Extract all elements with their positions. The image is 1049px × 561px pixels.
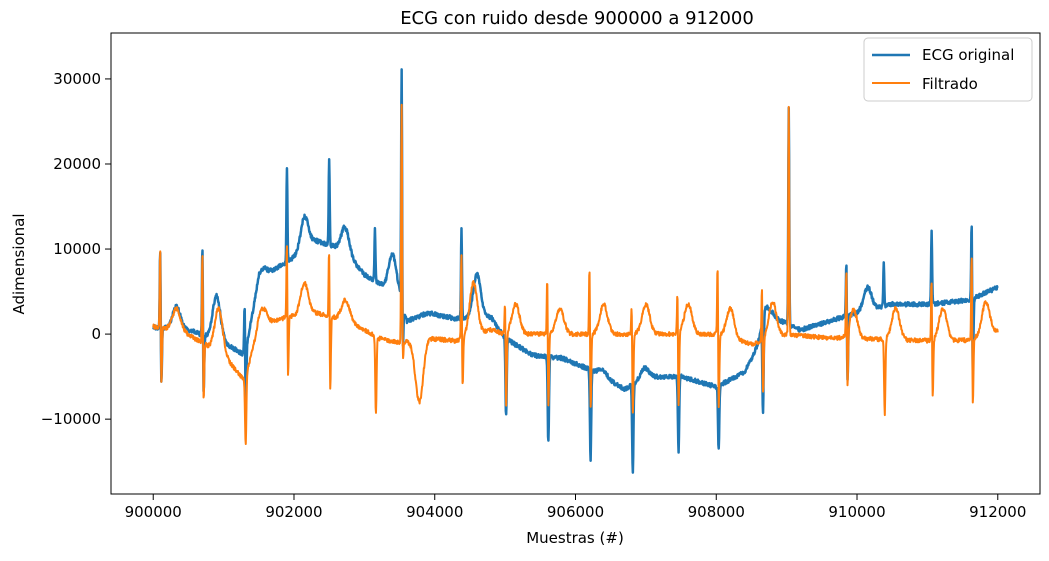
- chart-title: ECG con ruido desde 900000 a 912000: [400, 8, 754, 29]
- legend: ECG original Filtrado: [863, 37, 1033, 102]
- x-axis: 900000 902000 904000 906000 908000 910000 9120…: [125, 494, 1026, 521]
- x-tick-label: 906000: [547, 503, 604, 521]
- y-axis-label: Adimensional: [10, 213, 28, 314]
- series-line-filtrado: [152, 103, 999, 445]
- series-line-ecg-original: [152, 68, 999, 474]
- x-tick-label: 900000: [125, 503, 182, 521]
- x-tick-label: 910000: [828, 503, 885, 521]
- legend-label-filtrado: Filtrado: [922, 75, 978, 93]
- y-tick-label: 0: [91, 325, 101, 343]
- x-tick-label: 908000: [688, 503, 745, 521]
- y-tick-label: −10000: [41, 410, 101, 428]
- x-tick-label: 904000: [406, 503, 463, 521]
- legend-label-ecg-original: ECG original: [922, 46, 1014, 64]
- y-axis: −10000 0 10000 20000 30000: [41, 70, 111, 428]
- x-tick-label: 902000: [265, 503, 322, 521]
- plot-frame: [110, 32, 1041, 495]
- x-axis-label: Muestras (#): [526, 529, 624, 547]
- series-layer: [152, 68, 999, 474]
- x-tick-label: 912000: [969, 503, 1026, 521]
- y-tick-label: 20000: [53, 155, 101, 173]
- y-tick-label: 10000: [53, 240, 101, 258]
- y-tick-label: 30000: [53, 70, 101, 88]
